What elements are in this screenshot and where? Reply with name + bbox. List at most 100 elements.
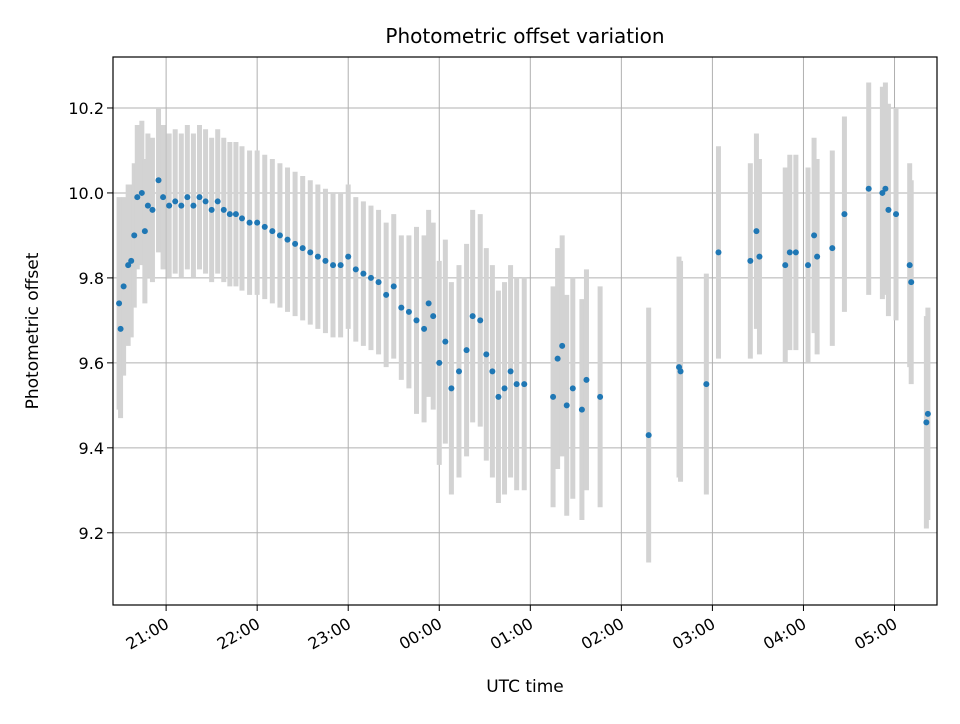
data-point — [924, 410, 931, 417]
data-point — [322, 257, 329, 264]
data-point — [166, 202, 173, 209]
data-point — [390, 283, 397, 290]
data-point — [125, 262, 132, 269]
data-point — [405, 308, 412, 315]
data-point — [254, 219, 261, 226]
data-point — [747, 257, 754, 264]
data-point — [138, 189, 145, 196]
data-point — [554, 355, 561, 362]
data-point — [569, 385, 576, 392]
y-tick-label: 9.2 — [79, 524, 104, 543]
data-point — [597, 393, 604, 400]
data-point — [463, 347, 470, 354]
y-axis: 9.2 9.4 9.6 9.8 10.0 10.2 — [68, 99, 113, 543]
data-point — [117, 325, 124, 332]
data-point — [155, 177, 162, 184]
data-point — [352, 266, 359, 273]
data-point — [345, 253, 352, 260]
data-point — [330, 262, 337, 269]
data-point — [550, 393, 557, 400]
data-point — [383, 291, 390, 298]
data-point — [442, 338, 449, 345]
data-point — [489, 368, 496, 375]
data-point — [841, 211, 848, 218]
data-point — [196, 194, 203, 201]
data-point — [261, 223, 268, 230]
data-point — [559, 342, 566, 349]
data-point — [786, 249, 793, 256]
data-point — [677, 368, 684, 375]
data-point — [563, 402, 570, 409]
plot-frame — [112, 56, 938, 606]
data-point — [131, 232, 138, 239]
data-point — [214, 198, 221, 205]
data-point — [307, 249, 314, 256]
data-point — [284, 236, 291, 243]
data-point — [923, 419, 930, 426]
data-point — [232, 211, 239, 218]
data-point — [337, 262, 344, 269]
data-point — [811, 232, 818, 239]
data-point — [184, 194, 191, 201]
data-point — [882, 185, 889, 192]
data-point — [413, 317, 420, 324]
data-point — [829, 245, 836, 252]
data-point — [455, 368, 462, 375]
data-point — [906, 262, 913, 269]
data-point — [398, 304, 405, 311]
data-point — [507, 368, 514, 375]
data-point — [246, 219, 253, 226]
data-point — [908, 279, 915, 286]
data-point — [375, 279, 382, 286]
chart-title: Photometric offset variation — [385, 24, 664, 48]
y-tick-label: 9.8 — [79, 269, 104, 288]
data-point — [160, 194, 167, 201]
data-point — [448, 385, 455, 392]
data-point — [425, 300, 432, 307]
data-point — [521, 381, 528, 388]
data-point — [495, 393, 502, 400]
data-point — [208, 206, 215, 213]
data-point — [645, 432, 652, 439]
data-point — [477, 317, 484, 324]
data-point — [172, 198, 179, 205]
data-point — [178, 202, 185, 209]
y-axis-label: Photometric offset — [23, 252, 43, 409]
data-point — [513, 381, 520, 388]
data-point — [314, 253, 321, 260]
data-point — [805, 262, 812, 269]
data-point — [120, 283, 127, 290]
data-point — [421, 325, 428, 332]
data-point — [128, 257, 135, 264]
data-point — [134, 194, 141, 201]
data-point — [483, 351, 490, 358]
data-point — [753, 228, 760, 235]
x-axis-label: UTC time — [486, 677, 564, 697]
data-point — [116, 300, 123, 307]
data-point — [703, 381, 710, 388]
data-point — [149, 206, 156, 213]
data-point — [583, 376, 590, 383]
data-point — [814, 253, 821, 260]
data-point — [782, 262, 789, 269]
data-point — [238, 215, 245, 222]
data-point — [893, 211, 900, 218]
y-tick-label: 9.4 — [79, 439, 104, 458]
y-tick-label: 10.0 — [68, 184, 104, 203]
data-point — [144, 202, 151, 209]
y-tick-label: 10.2 — [68, 99, 104, 118]
data-point — [430, 313, 437, 320]
data-point — [190, 202, 197, 209]
data-point — [756, 253, 763, 260]
data-point — [269, 228, 276, 235]
data-point — [578, 406, 585, 413]
data-point — [367, 274, 374, 281]
data-point — [879, 189, 886, 196]
data-point — [436, 359, 443, 366]
data-point — [202, 198, 209, 205]
data-point — [220, 206, 227, 213]
data-point — [865, 185, 872, 192]
y-tick-label: 9.6 — [79, 354, 104, 373]
data-point — [299, 245, 306, 252]
